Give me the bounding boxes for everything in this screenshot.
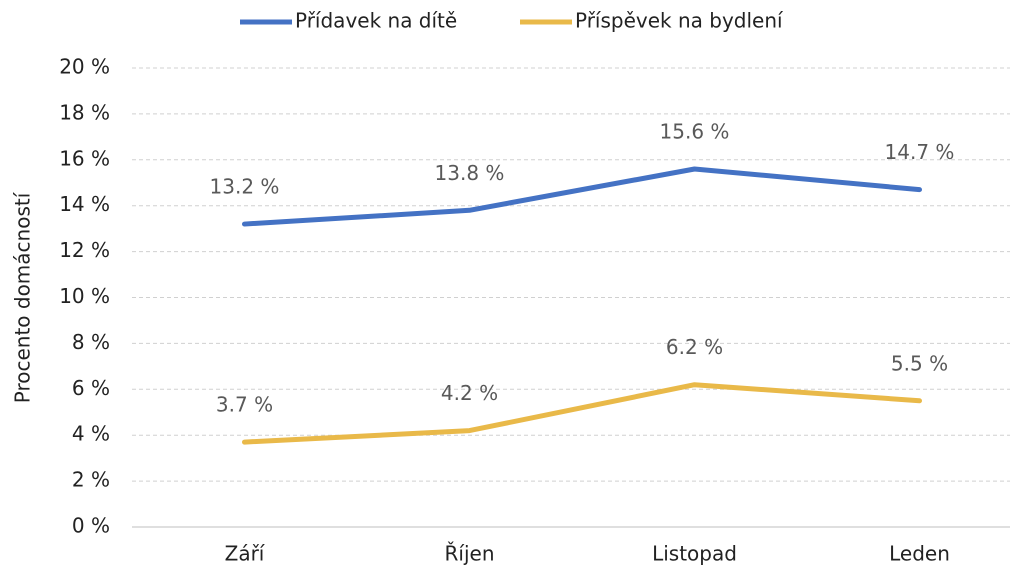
y-tick-label: 6 % bbox=[72, 376, 110, 400]
data-label: 14.7 % bbox=[885, 140, 955, 164]
x-tick-label: Leden bbox=[889, 542, 950, 566]
legend-label: Přídavek na dítě bbox=[295, 9, 457, 33]
data-label: 13.2 % bbox=[210, 175, 280, 199]
y-tick-label: 18 % bbox=[59, 100, 110, 124]
x-tick-label: Říjen bbox=[445, 542, 495, 566]
y-tick-label: 8 % bbox=[72, 330, 110, 354]
line bbox=[242, 382, 922, 445]
y-tick-label: 4 % bbox=[72, 422, 110, 446]
y-tick-label: 12 % bbox=[59, 238, 110, 262]
y-tick-label: 14 % bbox=[59, 192, 110, 216]
y-tick-label: 0 % bbox=[72, 514, 110, 538]
x-tick-label: Září bbox=[225, 542, 266, 566]
data-label: 4.2 % bbox=[441, 381, 498, 405]
data-label: 13.8 % bbox=[435, 161, 505, 185]
y-tick-label: 20 % bbox=[59, 55, 110, 79]
data-label: 3.7 % bbox=[216, 393, 273, 417]
legend-label: Příspěvek na bydlení bbox=[575, 9, 784, 33]
line bbox=[242, 166, 922, 227]
data-label: 5.5 % bbox=[891, 351, 948, 375]
data-label: 15.6 % bbox=[660, 119, 730, 143]
data-label: 6.2 % bbox=[666, 335, 723, 359]
y-tick-label: 16 % bbox=[59, 146, 110, 170]
x-tick-label: Listopad bbox=[652, 542, 737, 566]
y-tick-label: 10 % bbox=[59, 284, 110, 308]
y-tick-label: 2 % bbox=[72, 468, 110, 492]
y-axis-label: Procento domácností bbox=[11, 191, 35, 403]
